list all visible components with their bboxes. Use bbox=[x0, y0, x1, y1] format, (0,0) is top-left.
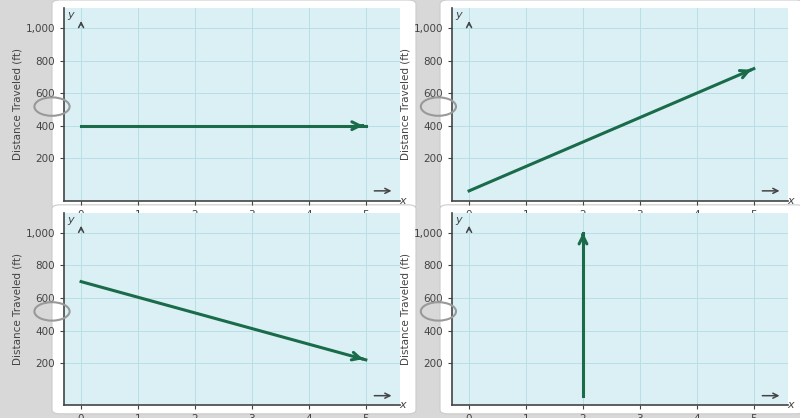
X-axis label: Time (min): Time (min) bbox=[204, 221, 260, 231]
Y-axis label: Distance Traveled (ft): Distance Traveled (ft) bbox=[401, 48, 410, 161]
Text: y: y bbox=[455, 215, 462, 225]
Y-axis label: Distance Traveled (ft): Distance Traveled (ft) bbox=[13, 253, 22, 365]
Text: x: x bbox=[399, 196, 406, 206]
Text: x: x bbox=[399, 400, 406, 410]
Text: x: x bbox=[787, 400, 794, 410]
Text: y: y bbox=[67, 215, 74, 225]
Text: y: y bbox=[455, 10, 462, 20]
Text: y: y bbox=[67, 10, 74, 20]
Text: x: x bbox=[787, 196, 794, 206]
Y-axis label: Distance Traveled (ft): Distance Traveled (ft) bbox=[401, 253, 410, 365]
X-axis label: Time (min): Time (min) bbox=[592, 221, 648, 231]
Y-axis label: Distance Traveled (ft): Distance Traveled (ft) bbox=[13, 48, 22, 161]
